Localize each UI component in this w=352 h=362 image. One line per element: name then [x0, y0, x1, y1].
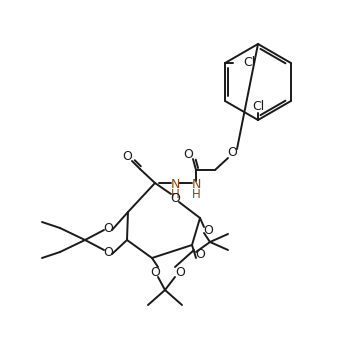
Text: Cl: Cl: [252, 101, 264, 114]
Text: O: O: [170, 191, 180, 205]
Text: Cl: Cl: [243, 56, 255, 70]
Text: O: O: [122, 151, 132, 164]
Text: H: H: [191, 188, 200, 201]
Text: O: O: [227, 147, 237, 160]
Text: O: O: [103, 245, 113, 258]
Text: O: O: [203, 223, 213, 236]
Text: O: O: [183, 148, 193, 161]
Text: O: O: [175, 265, 185, 278]
Text: H: H: [171, 188, 180, 201]
Text: O: O: [150, 265, 160, 278]
Text: N: N: [170, 177, 180, 190]
Text: N: N: [191, 177, 201, 190]
Text: O: O: [195, 248, 205, 261]
Text: O: O: [103, 222, 113, 235]
